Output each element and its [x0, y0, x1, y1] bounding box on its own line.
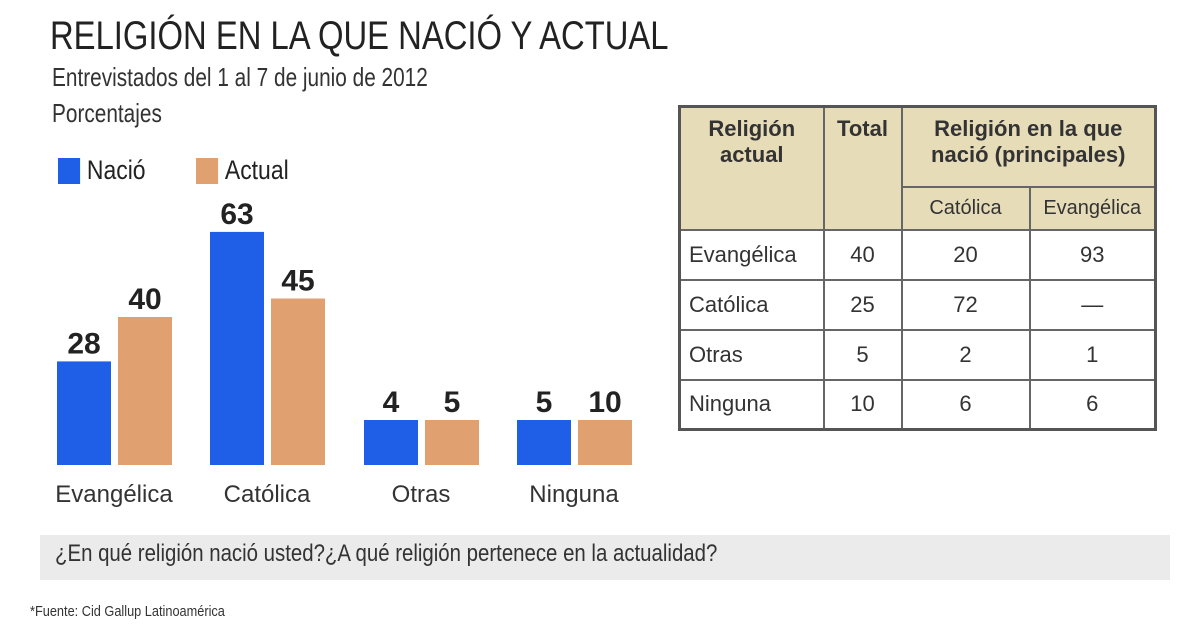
legend-swatch [58, 157, 81, 184]
bar-actual-1 [271, 298, 325, 465]
category-label: Ninguna [529, 481, 619, 508]
question-band [40, 535, 1170, 580]
data-label: 5 [444, 386, 461, 419]
chart-subtitle: Entrevistados del 1 al 7 de junio de 201… [52, 62, 428, 92]
legend-nacio: Nació [58, 155, 146, 186]
cell-evangelica: — [1028, 278, 1157, 331]
header-born: Religión en la que nació (principales) [900, 105, 1157, 188]
category-label: Católica [224, 481, 311, 508]
cell-evangelica: 1 [1028, 328, 1157, 381]
header-religion: Religión actual [678, 105, 825, 231]
data-label: 5 [536, 386, 553, 419]
cell-total: 5 [822, 328, 903, 381]
legend-swatch [196, 157, 219, 184]
data-label: 4 [383, 386, 400, 419]
table-row: Católica 25 72— [678, 278, 1157, 331]
legend-label: Nació [86, 155, 146, 185]
header-total: Total [822, 105, 903, 231]
cell-catolica: 2 [900, 328, 1031, 381]
question-text: ¿En qué religión nació usted?¿A qué reli… [55, 540, 718, 567]
data-label: 45 [281, 265, 314, 298]
bar-actual-0 [118, 317, 172, 465]
header-evangelica: Evangélica [1028, 185, 1157, 231]
cell-total: 10 [822, 378, 903, 431]
source-note: *Fuente: Cid Gallup Latinoamérica [30, 603, 225, 620]
table-row: Ninguna 10 6 6 [678, 378, 1157, 431]
cell-catolica: 6 [900, 378, 1031, 431]
chart-title: RELIGIÓN EN LA QUE NACIÓ Y ACTUAL [50, 14, 669, 58]
cell-label: Ninguna [678, 378, 825, 431]
data-label: 28 [67, 327, 100, 360]
bar-nació-1 [210, 231, 264, 465]
y-label: Porcentajes [52, 98, 162, 128]
legend-actual: Actual [196, 155, 289, 186]
category-label: Otras [392, 481, 451, 508]
cell-label: Católica [678, 278, 825, 331]
bar-nació-0 [57, 361, 111, 465]
data-label: 63 [220, 198, 253, 231]
cell-label: Otras [678, 328, 825, 381]
bar-actual-2 [425, 420, 479, 465]
bar-actual-3 [578, 420, 632, 465]
legend-label: Actual [224, 155, 289, 185]
cell-catolica: 20 [900, 228, 1031, 281]
cell-catolica: 72 [900, 278, 1031, 331]
bar-nació-3 [517, 420, 571, 465]
cell-total: 25 [822, 278, 903, 331]
bar-nació-2 [364, 420, 418, 465]
cell-label: Evangélica [678, 228, 825, 281]
category-label: Evangélica [55, 481, 173, 508]
data-label: 40 [128, 283, 161, 316]
cell-evangelica: 93 [1028, 228, 1157, 281]
data-label: 10 [588, 386, 621, 419]
table-row: Otras 5 2 1 [678, 328, 1157, 381]
cell-total: 40 [822, 228, 903, 281]
religion-table: Religión actual Total Religión en la que… [678, 105, 1157, 431]
cell-evangelica: 6 [1028, 378, 1157, 431]
table-row: Evangélica 40 20 93 [678, 228, 1157, 281]
header-catolica: Católica [900, 185, 1031, 231]
